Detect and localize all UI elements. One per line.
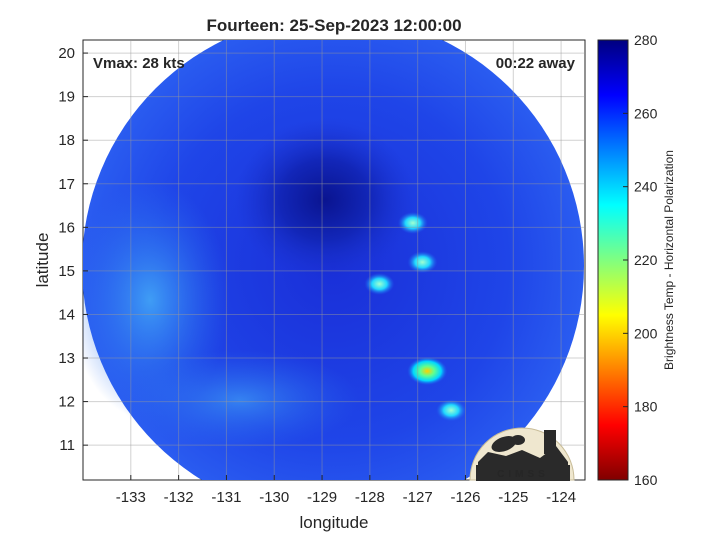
colorbar-tick-label: 260 <box>634 105 658 121</box>
x-tick-label: -130 <box>259 489 289 506</box>
colorbar-tick-label: 180 <box>634 399 658 415</box>
convection-cell <box>364 272 395 295</box>
chart-title: Fourteen: 25-Sep-2023 12:00:00 <box>206 16 461 35</box>
x-tick-label: -126 <box>450 489 480 506</box>
x-tick-label: -133 <box>116 489 146 506</box>
colorbar-tick-labels: 160 180 200 220 240 260 280 <box>623 32 658 488</box>
y-tick-label: 14 <box>58 306 75 323</box>
vmax-annotation: Vmax: 28 kts <box>93 55 185 72</box>
y-tick-label: 18 <box>58 132 75 149</box>
y-tick-label: 16 <box>58 219 75 236</box>
y-axis-label: latitude <box>33 233 52 288</box>
grid-lines <box>83 40 585 480</box>
convection-cell <box>436 399 467 422</box>
y-tick-label: 13 <box>58 350 75 367</box>
x-tick-label: -131 <box>211 489 241 506</box>
y-tick-label: 15 <box>58 263 75 280</box>
y-tick-label: 12 <box>58 394 75 411</box>
logo-text: CIMSS <box>497 469 549 480</box>
convection-cell <box>407 357 448 386</box>
storm-center-region <box>235 120 415 280</box>
cimss-logo: CIMSS <box>469 427 575 481</box>
x-tick-label: -128 <box>355 489 385 506</box>
y-tick-labels: 11 12 13 14 15 16 17 18 19 20 <box>58 45 75 454</box>
colorbar-tick-label: 200 <box>634 325 658 341</box>
swath-image <box>83 40 584 480</box>
x-tick-label: -132 <box>164 489 194 506</box>
time-away-annotation: 00:22 away <box>496 55 576 72</box>
convection-cell <box>397 211 428 234</box>
x-tick-label: -129 <box>307 489 337 506</box>
x-tick-label: -127 <box>403 489 433 506</box>
x-tick-labels: -133 -132 -131 -130 -129 -128 -127 -126 -125 -124 <box>116 489 576 506</box>
y-tick-label: 20 <box>58 45 75 62</box>
colorbar-tick-label: 280 <box>634 32 658 48</box>
x-axis-label: longitude <box>299 513 368 532</box>
warm-band-south <box>120 350 360 450</box>
x-tick-label: -125 <box>498 489 528 506</box>
colorbar-tick-label: 160 <box>634 472 658 488</box>
colorbar-label: Brightness Temp - Horizontal Polarizatio… <box>662 150 676 370</box>
y-tick-label: 11 <box>59 437 75 454</box>
convection-cell <box>407 251 438 274</box>
x-tick-label: -124 <box>546 489 576 506</box>
colorbar-tick-label: 220 <box>634 252 658 268</box>
y-tick-label: 17 <box>58 176 75 193</box>
y-tick-label: 19 <box>58 89 75 106</box>
colorbar-tick-label: 240 <box>634 179 658 195</box>
